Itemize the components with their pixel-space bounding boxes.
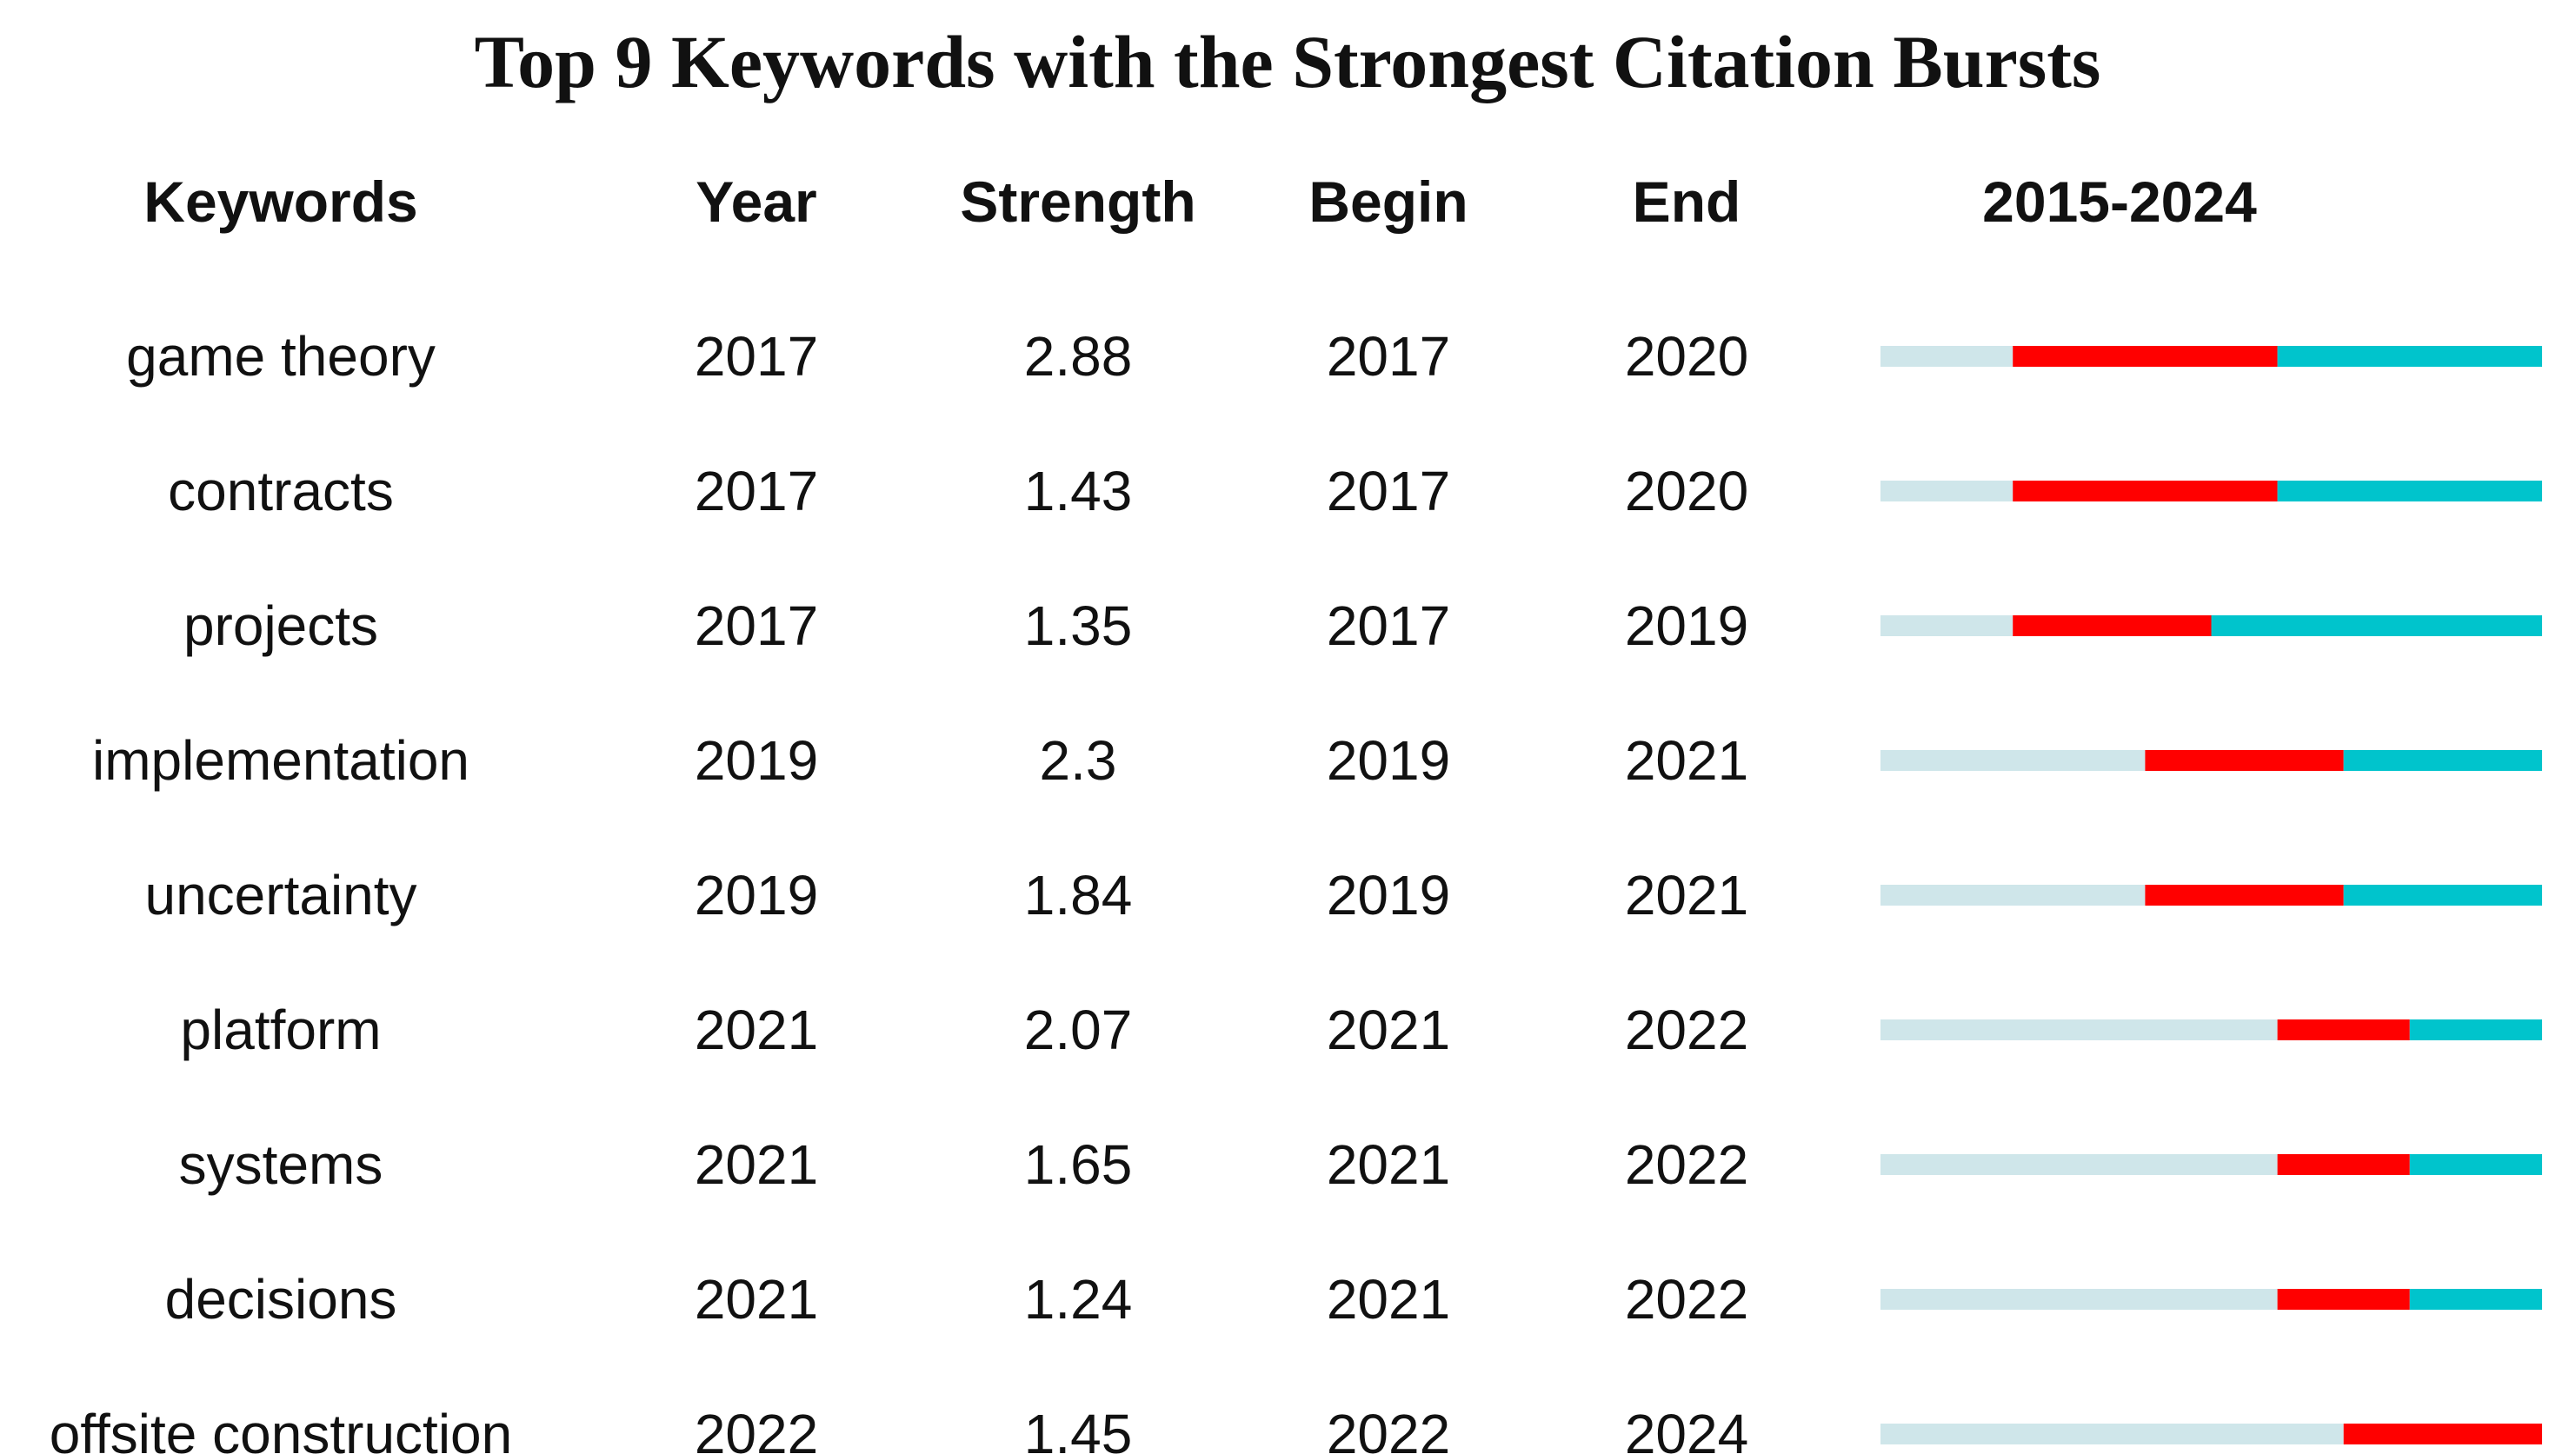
keyword-cell: offsite construction: [50, 1403, 512, 1454]
strength-cell: 2.88: [1024, 325, 1133, 388]
burst-timeline: [1880, 481, 2542, 501]
end-cell: 2020: [1625, 460, 1748, 522]
end-cell: 2022: [1625, 1268, 1748, 1331]
begin-cell: 2021: [1327, 1133, 1450, 1196]
burst-segment: [2013, 615, 2212, 636]
year-cell: 2021: [695, 999, 818, 1061]
keyword-cell: platform: [180, 999, 381, 1061]
begin-cell: 2021: [1327, 999, 1450, 1061]
strength-cell: 2.07: [1024, 999, 1133, 1061]
burst-timeline: [1880, 750, 2542, 771]
year-cell: 2019: [695, 729, 818, 792]
strength-cell: 1.24: [1024, 1268, 1133, 1331]
keyword-cell: decisions: [165, 1268, 397, 1331]
burst-timeline: [1880, 1154, 2542, 1175]
strength-cell: 1.65: [1024, 1133, 1133, 1196]
burst-segment: [2013, 481, 2278, 501]
table-row: platform 2021 2.07 2021 2022: [180, 999, 2542, 1061]
end-cell: 2019: [1625, 594, 1748, 657]
header-keywords: Keywords: [143, 169, 417, 234]
keyword-cell: systems: [179, 1133, 383, 1196]
end-cell: 2020: [1625, 325, 1748, 388]
inactive-segment: [1880, 346, 2014, 367]
burst-timeline: [1880, 1019, 2542, 1040]
header-begin: Begin: [1308, 169, 1468, 234]
begin-cell: 2019: [1327, 729, 1450, 792]
end-cell: 2022: [1625, 999, 1748, 1061]
table-row: implementation 2019 2.3 2019 2021: [92, 729, 2542, 792]
strength-cell: 1.43: [1024, 460, 1133, 522]
header-strength: Strength: [960, 169, 1195, 234]
post-burst-segment: [2409, 1154, 2542, 1175]
inactive-segment: [1880, 885, 2146, 906]
year-cell: 2021: [695, 1268, 818, 1331]
post-burst-segment: [2409, 1019, 2542, 1040]
begin-cell: 2017: [1327, 594, 1450, 657]
keyword-cell: contracts: [168, 460, 394, 522]
burst-timeline: [1880, 346, 2542, 367]
end-cell: 2022: [1625, 1133, 1748, 1196]
burst-segment: [2145, 750, 2344, 771]
post-burst-segment: [2277, 346, 2542, 367]
begin-cell: 2021: [1327, 1268, 1450, 1331]
burst-segment: [2343, 1424, 2542, 1444]
post-burst-segment: [2211, 615, 2542, 636]
table-row: systems 2021 1.65 2021 2022: [179, 1133, 2542, 1196]
table-rows: game theory 2017 2.88 2017 2020 contracts 2017…: [50, 325, 2542, 1454]
inactive-segment: [1880, 1424, 2344, 1444]
begin-cell: 2019: [1327, 864, 1450, 926]
burst-timeline: [1880, 615, 2542, 636]
table-row: projects 2017 1.35 2017 2019: [183, 594, 2542, 657]
inactive-segment: [1880, 750, 2146, 771]
inactive-segment: [1880, 615, 2014, 636]
end-cell: 2021: [1625, 864, 1748, 926]
burst-timeline: [1880, 1424, 2542, 1444]
inactive-segment: [1880, 481, 2014, 501]
end-cell: 2024: [1625, 1403, 1748, 1454]
strength-cell: 1.35: [1024, 594, 1133, 657]
post-burst-segment: [2409, 1289, 2542, 1310]
header-end: End: [1633, 169, 1741, 234]
year-cell: 2017: [695, 594, 818, 657]
burst-timeline: [1880, 885, 2542, 906]
post-burst-segment: [2277, 481, 2542, 501]
header-timeline: 2015-2024: [1982, 169, 2257, 234]
table-row: contracts 2017 1.43 2017 2020: [168, 460, 2542, 522]
strength-cell: 1.45: [1024, 1403, 1133, 1454]
post-burst-segment: [2343, 750, 2542, 771]
table-row: offsite construction 2022 1.45 2022 2024: [50, 1403, 2542, 1454]
inactive-segment: [1880, 1019, 2278, 1040]
keyword-cell: game theory: [126, 325, 436, 388]
begin-cell: 2017: [1327, 460, 1450, 522]
begin-cell: 2022: [1327, 1403, 1450, 1454]
begin-cell: 2017: [1327, 325, 1450, 388]
burst-segment: [2277, 1289, 2410, 1310]
burst-segment: [2277, 1154, 2410, 1175]
keyword-cell: projects: [183, 594, 378, 657]
inactive-segment: [1880, 1289, 2278, 1310]
year-cell: 2019: [695, 864, 818, 926]
inactive-segment: [1880, 1154, 2278, 1175]
burst-segment: [2145, 885, 2344, 906]
keyword-cell: uncertainty: [144, 864, 416, 926]
keyword-cell: implementation: [92, 729, 469, 792]
burst-timeline: [1880, 1289, 2542, 1310]
year-cell: 2021: [695, 1133, 818, 1196]
year-cell: 2017: [695, 460, 818, 522]
table-row: uncertainty 2019 1.84 2019 2021: [144, 864, 2542, 926]
table-row: decisions 2021 1.24 2021 2022: [165, 1268, 2542, 1331]
strength-cell: 1.84: [1024, 864, 1133, 926]
table-row: game theory 2017 2.88 2017 2020: [126, 325, 2542, 388]
strength-cell: 2.3: [1040, 729, 1117, 792]
column-headers: Keywords Year Strength Begin End 2015-2024: [143, 169, 2257, 234]
end-cell: 2021: [1625, 729, 1748, 792]
post-burst-segment: [2343, 885, 2542, 906]
header-year: Year: [696, 169, 816, 234]
year-cell: 2017: [695, 325, 818, 388]
burst-segment: [2277, 1019, 2410, 1040]
year-cell: 2022: [695, 1403, 818, 1454]
chart-title: Top 9 Keywords with the Strongest Citati…: [475, 20, 2101, 103]
burst-segment: [2013, 346, 2278, 367]
